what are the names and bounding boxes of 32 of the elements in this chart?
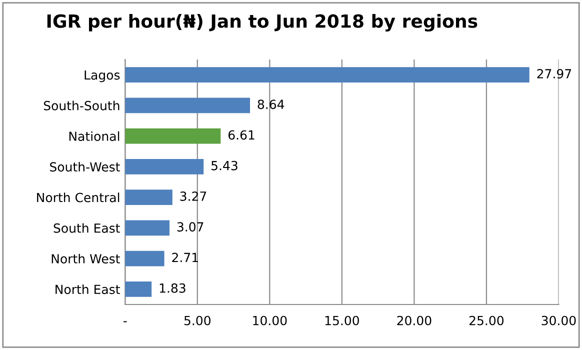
x-tick-label: 5.00 [184, 316, 210, 326]
y-tick-label: National [69, 131, 120, 141]
data-label: 27.97 [537, 68, 572, 78]
x-tick-label: - [123, 321, 127, 322]
x-tick-label: 25.00 [469, 316, 504, 326]
bar [125, 190, 172, 205]
data-label: 6.61 [228, 130, 254, 140]
bar [125, 250, 164, 266]
y-tick-label: North East [56, 284, 120, 294]
y-tick-label: North Central [37, 192, 120, 202]
x-tick-label: 10.00 [253, 316, 287, 326]
data-label: 8.64 [258, 100, 284, 110]
y-tick-label: South-South [44, 100, 120, 110]
x-tick-label: 20.00 [397, 316, 432, 326]
data-label: 2.71 [172, 252, 198, 262]
y-tick-label: South East [54, 223, 120, 233]
data-label: 5.43 [212, 160, 238, 170]
data-label: 1.83 [160, 283, 186, 293]
bar [125, 159, 204, 174]
x-tick-label: 15.00 [325, 316, 359, 326]
bar [125, 98, 250, 114]
data-label: 3.27 [180, 191, 206, 201]
y-tick-label: South-West [50, 162, 120, 172]
bar [125, 282, 152, 297]
chart-title: IGR per hour(₦) Jan to Jun 2018 by regions [47, 14, 478, 32]
bar [125, 220, 170, 236]
y-tick-label: North West [52, 254, 120, 264]
bar [125, 67, 530, 82]
bar [125, 128, 221, 144]
x-tick-label: 30.00 [542, 316, 576, 326]
y-tick-label: Lagos [84, 70, 120, 82]
data-label: 3.07 [177, 222, 204, 232]
